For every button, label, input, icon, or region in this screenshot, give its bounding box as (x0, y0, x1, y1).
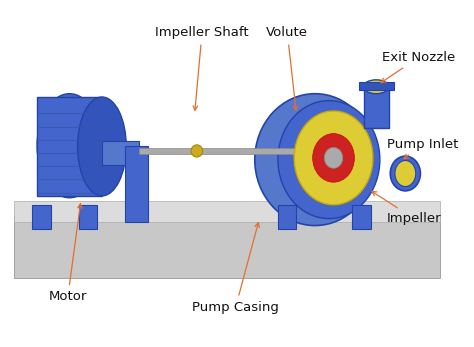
FancyBboxPatch shape (79, 205, 97, 229)
FancyBboxPatch shape (37, 97, 102, 196)
FancyBboxPatch shape (352, 205, 371, 229)
Ellipse shape (390, 156, 420, 191)
FancyBboxPatch shape (14, 201, 440, 222)
Ellipse shape (278, 101, 380, 219)
Text: Pump Casing: Pump Casing (192, 223, 279, 314)
FancyBboxPatch shape (125, 146, 148, 222)
Ellipse shape (324, 147, 343, 168)
Ellipse shape (364, 80, 389, 94)
Text: Exit Nozzle: Exit Nozzle (381, 51, 456, 83)
FancyBboxPatch shape (359, 82, 394, 90)
FancyBboxPatch shape (364, 87, 389, 128)
Ellipse shape (395, 160, 416, 187)
Ellipse shape (191, 145, 203, 157)
Text: Volute: Volute (266, 26, 309, 110)
FancyBboxPatch shape (14, 215, 440, 278)
Text: Pump Inlet: Pump Inlet (387, 137, 458, 159)
Text: Impeller Shaft: Impeller Shaft (155, 26, 249, 110)
Ellipse shape (37, 94, 102, 198)
Ellipse shape (313, 134, 355, 182)
Text: Impeller: Impeller (372, 192, 441, 225)
Text: Motor: Motor (49, 204, 87, 303)
FancyBboxPatch shape (32, 205, 51, 229)
Ellipse shape (294, 111, 373, 205)
FancyBboxPatch shape (139, 148, 315, 154)
FancyBboxPatch shape (278, 205, 296, 229)
FancyBboxPatch shape (102, 141, 139, 165)
Ellipse shape (255, 94, 375, 226)
Ellipse shape (78, 97, 126, 196)
